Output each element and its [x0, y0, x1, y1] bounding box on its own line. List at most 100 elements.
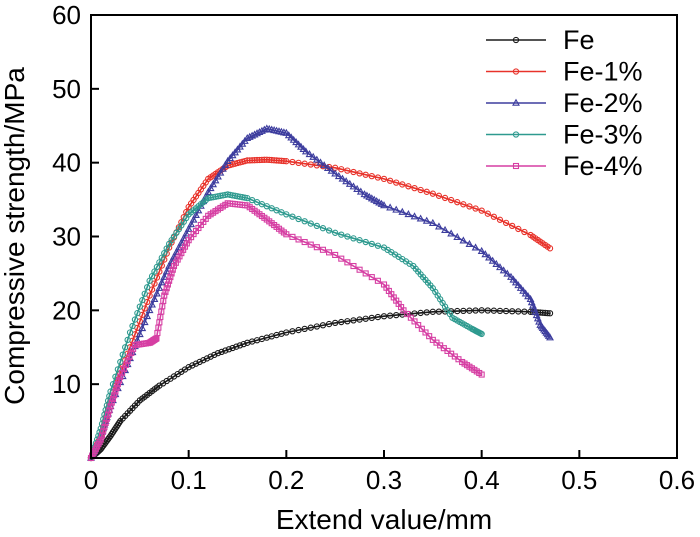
data-point	[546, 310, 554, 317]
data-point	[97, 436, 104, 443]
data-point	[374, 313, 382, 321]
data-point	[323, 163, 332, 171]
ticks-layer: 0 0.1 0.2 0.3 0.4 0.5 0.6 10 20 30 40 50 60	[52, 0, 695, 495]
legend-item: Fe	[486, 25, 595, 55]
data-point	[392, 205, 401, 213]
data-point	[492, 259, 501, 267]
data-point	[295, 236, 302, 243]
data-point	[172, 247, 181, 255]
data-point	[380, 175, 388, 183]
data-point	[182, 229, 191, 237]
data-point	[151, 268, 158, 275]
data-point	[170, 262, 178, 270]
data-point	[260, 125, 269, 133]
data-point	[350, 235, 357, 242]
data-point	[332, 251, 339, 259]
data-point	[148, 300, 156, 308]
data-point	[509, 275, 518, 283]
data-point	[184, 224, 193, 232]
data-point	[192, 210, 200, 219]
data-point	[478, 307, 485, 314]
data-point	[471, 243, 480, 251]
data-point	[152, 335, 159, 342]
data-point	[466, 203, 473, 210]
data-point	[428, 218, 437, 226]
data-point	[113, 384, 120, 391]
data-point	[417, 309, 424, 317]
series-fe-3-	[87, 191, 485, 462]
data-point	[418, 325, 425, 332]
series-layer	[87, 124, 554, 462]
legend-item: Fe-4%	[486, 151, 643, 181]
data-point	[516, 283, 525, 291]
data-point	[301, 160, 308, 167]
data-point	[490, 307, 498, 314]
data-point	[515, 225, 522, 233]
legend-swatch-marker	[512, 162, 520, 170]
y-tick-label: 10	[52, 369, 81, 399]
data-point	[332, 319, 339, 327]
data-point	[524, 292, 532, 300]
data-point	[519, 286, 528, 294]
data-point	[163, 285, 170, 292]
data-point	[521, 289, 530, 297]
data-point	[203, 355, 211, 362]
data-point	[160, 272, 169, 280]
x-tick-label: 0.2	[268, 465, 304, 495]
data-point	[404, 210, 413, 218]
data-point	[478, 371, 485, 378]
data-point	[350, 317, 357, 324]
data-point	[101, 424, 108, 431]
data-point	[126, 353, 133, 360]
data-point	[481, 250, 490, 258]
data-point	[240, 340, 247, 348]
data-point	[325, 320, 333, 328]
data-point	[138, 323, 147, 332]
data-point	[423, 309, 430, 316]
data-point	[162, 288, 169, 295]
data-point	[521, 228, 528, 236]
data-point	[334, 171, 343, 180]
data-point	[108, 399, 115, 406]
data-point	[488, 256, 497, 264]
data-point	[221, 160, 230, 168]
data-point	[309, 152, 318, 160]
x-tick-label: 0.3	[366, 465, 402, 495]
data-point	[411, 318, 418, 325]
data-point	[117, 373, 124, 380]
data-point	[151, 280, 158, 287]
data-point	[229, 344, 236, 352]
data-point	[400, 307, 407, 314]
data-point	[499, 266, 508, 274]
y-tick-label: 40	[52, 148, 81, 178]
data-point	[222, 347, 229, 354]
data-point	[313, 222, 321, 230]
data-point	[185, 364, 192, 371]
data-point	[143, 311, 152, 320]
data-point	[162, 267, 171, 275]
data-point	[429, 308, 436, 315]
data-point	[283, 329, 290, 336]
data-point	[319, 322, 327, 329]
data-point	[460, 201, 467, 208]
data-point	[236, 342, 244, 349]
data-point	[282, 128, 291, 136]
data-point	[307, 324, 314, 331]
data-point	[411, 310, 418, 317]
data-point	[356, 316, 363, 323]
data-point	[435, 192, 443, 199]
data-point	[410, 212, 419, 220]
data-point	[187, 220, 196, 228]
data-point	[297, 142, 305, 150]
data-point	[218, 164, 227, 172]
data-point	[153, 263, 161, 271]
data-point	[289, 213, 296, 220]
data-point	[313, 244, 320, 251]
data-point	[521, 308, 528, 315]
data-point	[211, 176, 220, 184]
data-point	[544, 309, 551, 317]
data-point	[338, 255, 345, 262]
data-point	[192, 360, 200, 367]
